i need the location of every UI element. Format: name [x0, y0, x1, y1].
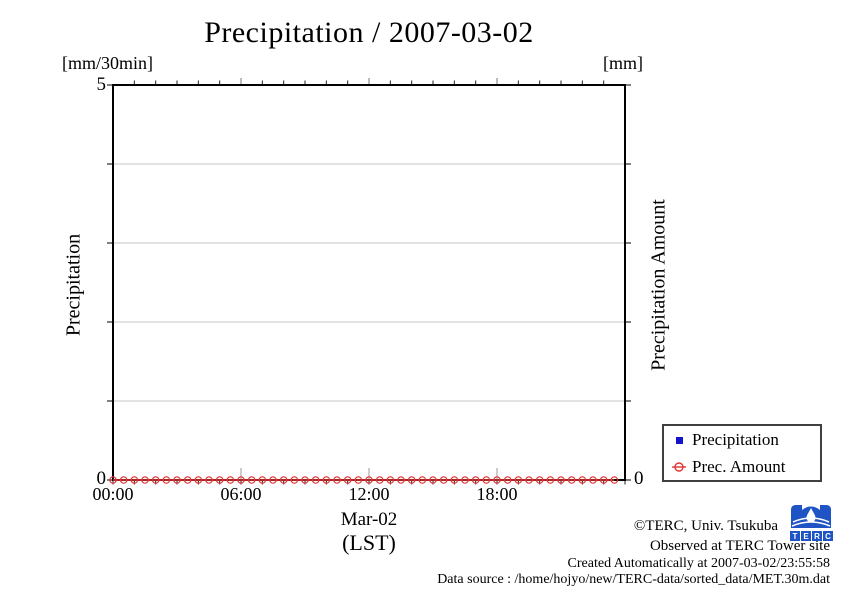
x-tick-0000: 00:00: [92, 484, 134, 504]
red-circle-icon: [672, 461, 686, 472]
right-axis-unit: [mm]: [603, 53, 643, 73]
x-tick-0600: 06:00: [220, 484, 262, 504]
observation-site-text: Observed at TERC Tower site: [649, 538, 830, 554]
svg-text:E: E: [803, 532, 809, 541]
left-axis-unit: [mm/30min]: [62, 53, 153, 73]
legend-label-prec-amount: Prec. Amount: [692, 456, 786, 476]
blue-square-icon: [676, 436, 683, 444]
legend-item-precipitation: Precipitation: [664, 426, 820, 453]
right-axis-tick-0: 0: [634, 468, 644, 489]
left-axis-tick-5: 5: [96, 74, 107, 95]
x-axis-date-label: Mar-02: [340, 509, 398, 530]
plot-area: [107, 78, 631, 485]
chart-title: Precipitation / 2007-03-02: [204, 16, 534, 49]
x-tick-1200: 12:00: [348, 484, 390, 504]
svg-text:R: R: [814, 532, 820, 541]
x-axis-timezone-label: (LST): [342, 530, 396, 555]
legend-item-prec-amount: Prec. Amount: [664, 453, 820, 480]
created-timestamp-text: Created Automatically at 2007-03-02/23:5…: [567, 556, 830, 571]
left-axis-tick-0: 0: [96, 468, 107, 489]
x-tick-1800: 18:00: [476, 484, 518, 504]
left-axis-label: Precipitation: [62, 233, 85, 337]
legend-box: Precipitation Prec. Amount: [662, 424, 822, 482]
svg-text:C: C: [825, 532, 831, 541]
legend-label-precipitation: Precipitation: [692, 429, 779, 449]
svg-text:T: T: [793, 532, 798, 541]
copyright-text: ©TERC, Univ. Tsukuba: [633, 518, 778, 534]
data-source-text: Data source : /home/hojyo/new/TERC-data/…: [437, 572, 830, 587]
